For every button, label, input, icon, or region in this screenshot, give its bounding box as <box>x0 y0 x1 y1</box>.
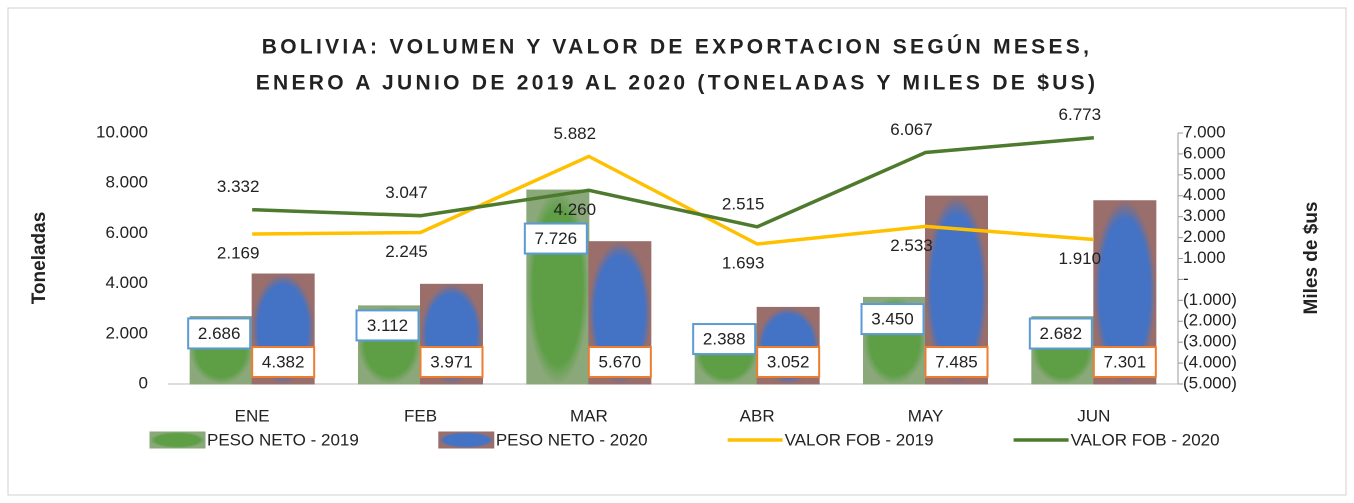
data-label-box <box>355 309 420 342</box>
data-label-box <box>924 346 989 378</box>
y2-axis-title: Miles de $us <box>1301 202 1322 315</box>
line-data-label: 4.260 <box>554 200 597 219</box>
data-label: 2.682 <box>1040 324 1083 343</box>
y-tick-label: 6.000 <box>105 223 148 242</box>
chart-title: ENERO A JUNIO DE 2019 AL 2020 (TONELADAS… <box>256 72 1099 95</box>
data-label: 7.485 <box>935 352 978 371</box>
x-tick-label: FEB <box>404 406 437 425</box>
y2-tick-label: 1.000 <box>1183 248 1226 267</box>
bar <box>526 189 590 385</box>
y2-tick-label: 3.000 <box>1183 206 1226 225</box>
chart-title: BOLIVIA: VOLUMEN Y VALOR DE EXPORTACION … <box>262 35 1092 59</box>
line-data-label: 5.882 <box>554 124 597 143</box>
data-label-box <box>756 346 821 378</box>
x-tick-label: ENE <box>235 406 270 425</box>
line-data-label: 1.693 <box>722 253 765 272</box>
y2-tick-label: 6.000 <box>1183 143 1226 162</box>
line-data-label: 2.245 <box>385 242 428 261</box>
data-label-box <box>419 346 484 378</box>
data-label-box <box>860 303 925 336</box>
x-tick-label: MAY <box>908 406 944 425</box>
y2-tick-label: 5.000 <box>1183 164 1226 183</box>
line-data-label: 6.773 <box>1059 105 1102 124</box>
data-label: 2.388 <box>703 330 746 349</box>
line <box>252 136 1094 229</box>
data-label: 5.670 <box>599 352 642 371</box>
legend-swatch <box>438 431 495 449</box>
y-tick-label: 8.000 <box>105 173 148 192</box>
legend-label: PESO NETO - 2019 <box>207 430 359 449</box>
data-label-box <box>523 222 588 255</box>
line <box>252 154 1094 246</box>
y2-tick-label: (2.000) <box>1183 311 1237 330</box>
data-label-box <box>251 346 316 378</box>
data-label: 3.450 <box>871 310 914 329</box>
data-label: 3.971 <box>430 352 473 371</box>
y-axis-title: Toneladas <box>29 212 50 305</box>
legend-label: VALOR FOB - 2019 <box>785 430 934 449</box>
legend-label: PESO NETO - 2020 <box>496 430 648 449</box>
data-label-box <box>187 317 252 350</box>
y2-tick-label: (3.000) <box>1183 332 1237 351</box>
line-data-label: 2.515 <box>722 194 765 213</box>
line-data-label: 3.332 <box>217 177 260 196</box>
y2-tick-label: 2.000 <box>1183 227 1226 246</box>
line-data-label: 2.169 <box>217 244 260 263</box>
data-label: 2.686 <box>198 324 241 343</box>
legend-label: VALOR FOB - 2020 <box>1071 430 1220 449</box>
data-label: 4.382 <box>262 352 305 371</box>
y2-tick-label: 4.000 <box>1183 185 1226 204</box>
data-label-box <box>1092 346 1157 378</box>
data-label: 3.112 <box>367 316 408 335</box>
y-tick-label: 2.000 <box>105 323 148 342</box>
y2-tick-label: (1.000) <box>1183 290 1237 309</box>
data-label-box <box>692 323 757 356</box>
y-tick-label: 0 <box>139 373 148 392</box>
legend-swatch <box>149 431 206 449</box>
data-label-box <box>587 346 652 378</box>
data-label: 3.052 <box>767 352 810 371</box>
y-tick-label: 4.000 <box>105 273 148 292</box>
y2-tick-label: 7.000 <box>1183 122 1226 141</box>
line-data-label: 6.067 <box>890 120 933 139</box>
x-tick-label: JUN <box>1077 406 1110 425</box>
x-tick-label: MAR <box>570 406 608 425</box>
data-label-box <box>1028 317 1093 350</box>
line-data-label: 2.533 <box>890 236 933 255</box>
data-label: 7.301 <box>1104 352 1147 371</box>
y2-tick-label: - <box>1183 269 1189 288</box>
x-tick-label: ABR <box>740 406 775 425</box>
data-label: 7.726 <box>535 229 578 248</box>
line-data-label: 3.047 <box>385 183 428 202</box>
line-data-label: 1.910 <box>1059 249 1102 268</box>
y2-tick-label: (5.000) <box>1183 373 1237 392</box>
y-tick-label: 10.000 <box>96 122 148 141</box>
y2-tick-label: (4.000) <box>1183 353 1237 372</box>
